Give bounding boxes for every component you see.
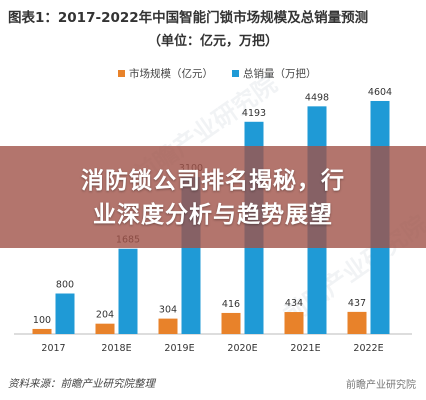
bar-market-size [159, 319, 178, 334]
x-tick-label: 2018E [101, 343, 131, 354]
bar-total-sales [56, 294, 75, 334]
bar-market-size [33, 329, 52, 334]
data-label-market-size: 434 [285, 298, 303, 309]
banner-line-2: 业深度分析与趋势展望 [0, 198, 426, 232]
bar-market-size [285, 312, 304, 334]
x-tick-label: 2022E [353, 343, 383, 354]
data-label-market-size: 100 [33, 315, 51, 326]
source-note: 资料来源：前瞻产业研究院整理 [8, 376, 155, 391]
data-label-market-size: 416 [222, 299, 240, 310]
data-label-market-size: 304 [159, 305, 177, 316]
bar-market-size [222, 313, 241, 334]
banner-headline: 消防锁公司排名揭秘，行 业深度分析与趋势展望 [0, 164, 426, 232]
data-label-total-sales: 800 [56, 280, 74, 291]
banner-line-1: 消防锁公司排名揭秘，行 [0, 164, 426, 198]
data-label-market-size: 437 [348, 298, 366, 309]
data-label-market-size: 204 [96, 310, 114, 321]
x-tick-label: 2019E [164, 343, 194, 354]
data-label-total-sales: 4604 [368, 87, 392, 98]
x-tick-label: 2017 [41, 343, 65, 354]
bar-market-size [96, 324, 115, 334]
data-label-total-sales: 4498 [305, 92, 329, 103]
x-tick-label: 2021E [290, 343, 320, 354]
bar-total-sales [119, 249, 138, 334]
x-tick-label: 2020E [227, 343, 257, 354]
watermark-logo: 前瞻产业研究院 [346, 376, 416, 391]
data-label-total-sales: 4193 [242, 108, 266, 119]
bar-market-size [348, 312, 367, 334]
